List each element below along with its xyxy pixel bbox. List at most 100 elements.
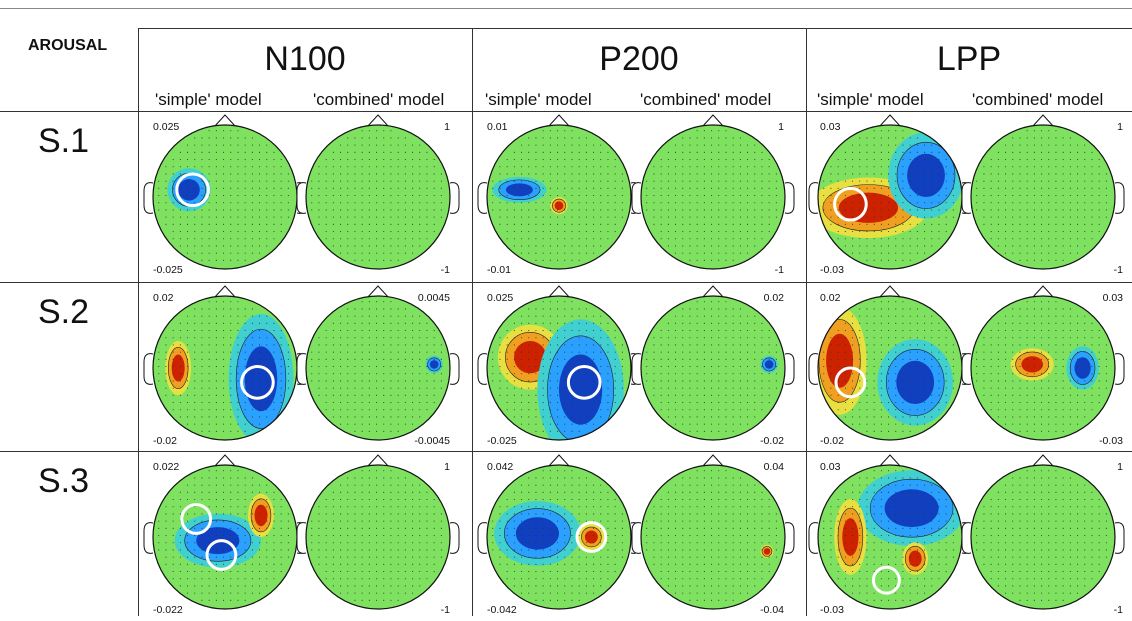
electrode-dot — [697, 549, 698, 550]
electrode-dot — [405, 209, 406, 210]
electrode-dot — [675, 181, 676, 182]
electrode-dot — [521, 521, 522, 522]
electrode-dot — [646, 521, 647, 522]
electrode-dot — [733, 402, 734, 403]
electrode-dot — [216, 373, 217, 374]
electrode-dot — [938, 238, 939, 239]
electrode-dot — [689, 485, 690, 486]
electrode-dot — [931, 521, 932, 522]
electrode-dot — [769, 188, 770, 189]
electrode-dot — [1091, 380, 1092, 381]
electrode-dot — [252, 217, 253, 218]
electrode-dot — [252, 542, 253, 543]
electrode-dot — [230, 195, 231, 196]
electrode-dot — [434, 181, 435, 182]
electrode-dot — [924, 395, 925, 396]
electrode-dot — [747, 492, 748, 493]
electrode-dot — [754, 485, 755, 486]
electrode-dot — [383, 373, 384, 374]
electrode-dot — [586, 388, 587, 389]
electrode-dot — [528, 535, 529, 536]
electrode-dot — [528, 593, 529, 594]
electrode-dot — [593, 499, 594, 500]
electrode-dot — [991, 395, 992, 396]
electrode-dot — [852, 409, 853, 410]
electrode-dot — [593, 152, 594, 153]
electrode-dot — [281, 202, 282, 203]
electrode-dot — [998, 359, 999, 360]
electrode-dot — [1048, 195, 1049, 196]
electrode-dot — [586, 593, 587, 594]
electrode-dot — [318, 217, 319, 218]
electrode-dot — [557, 388, 558, 389]
electrode-dot — [216, 585, 217, 586]
electrode-dot — [931, 402, 932, 403]
electrode-dot — [675, 245, 676, 246]
electrode-dot — [390, 593, 391, 594]
electrode-dot — [209, 245, 210, 246]
electrode-dot — [668, 542, 669, 543]
electrode-dot — [252, 585, 253, 586]
electrode-dot — [838, 330, 839, 331]
electrode-dot — [173, 373, 174, 374]
electrode-dot — [434, 521, 435, 522]
electrode-dot — [924, 513, 925, 514]
electrode-dot — [571, 173, 572, 174]
electrode-dot — [718, 352, 719, 353]
electrode-dot — [201, 557, 202, 558]
electrode-dot — [888, 137, 889, 138]
scale-max-label: 0.02 — [764, 292, 784, 304]
electrode-dot — [521, 231, 522, 232]
electrode-dot — [354, 571, 355, 572]
electrode-dot — [895, 188, 896, 189]
electrode-dot — [390, 571, 391, 572]
electrode-dot — [718, 130, 719, 131]
electrode-dot — [675, 217, 676, 218]
electrode-dot — [740, 395, 741, 396]
electrode-dot — [917, 202, 918, 203]
electrode-dot — [917, 409, 918, 410]
electrode-dot — [273, 373, 274, 374]
electrode-dot — [866, 245, 867, 246]
electrode-dot — [823, 366, 824, 367]
electrode-dot — [194, 424, 195, 425]
electrode-dot — [600, 506, 601, 507]
electrode-dot — [1034, 159, 1035, 160]
electrode-dot — [237, 513, 238, 514]
electrode-dot — [390, 359, 391, 360]
electrode-dot — [1034, 188, 1035, 189]
electrode-dot — [747, 528, 748, 529]
electrode-dot — [405, 564, 406, 565]
electrode-dot — [697, 535, 698, 536]
electrode-dot — [931, 395, 932, 396]
electrode-dot — [668, 513, 669, 514]
electrode-dot — [187, 535, 188, 536]
electrode-dot — [165, 181, 166, 182]
electrode-dot — [733, 253, 734, 254]
electrode-dot — [1063, 395, 1064, 396]
electrode-dot — [754, 188, 755, 189]
electrode-dot — [1041, 366, 1042, 367]
electrode-dot — [924, 416, 925, 417]
electrode-dot — [376, 260, 377, 261]
electrode-dot — [362, 260, 363, 261]
electrode-dot — [521, 542, 522, 543]
electrode-dot — [1012, 145, 1013, 146]
electrode-dot — [1048, 188, 1049, 189]
electrode-dot — [895, 395, 896, 396]
electrode-dot — [852, 195, 853, 196]
negative-region — [896, 361, 934, 404]
electrode-dot — [838, 359, 839, 360]
electrode-dot — [1077, 231, 1078, 232]
electrode-dot — [237, 224, 238, 225]
electrode-dot — [187, 499, 188, 500]
electrode-dot — [697, 330, 698, 331]
electrode-dot — [754, 231, 755, 232]
electrode-dot — [209, 359, 210, 360]
electrode-dot — [1012, 330, 1013, 331]
electrode-dot — [924, 564, 925, 565]
electrode-dot — [223, 506, 224, 507]
electrode-dot — [383, 431, 384, 432]
electrode-dot — [571, 513, 572, 514]
electrode-dot — [273, 166, 274, 167]
